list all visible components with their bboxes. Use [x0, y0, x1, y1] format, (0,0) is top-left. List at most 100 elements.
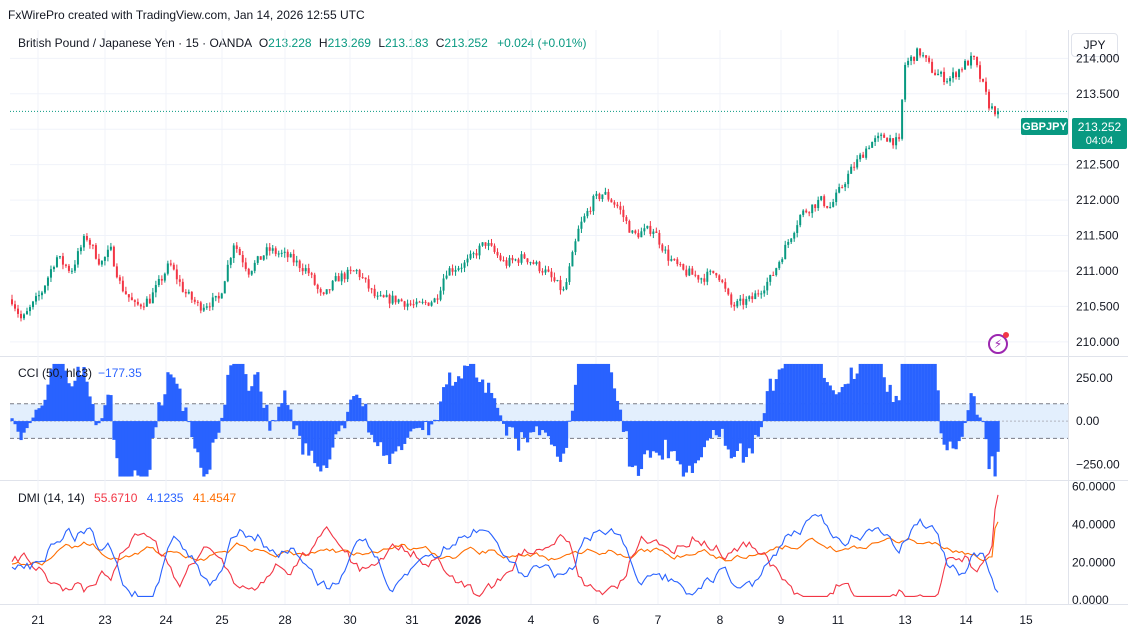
candle-body — [631, 230, 634, 233]
cci-bar — [825, 382, 829, 422]
x-tick-label: 11 — [832, 613, 845, 627]
candle-body — [871, 141, 874, 148]
cci-bar — [379, 421, 383, 443]
candle-body — [76, 251, 79, 265]
candle-body — [910, 56, 913, 61]
cci-bar — [600, 363, 605, 422]
candle-body — [220, 293, 223, 299]
cci-bar — [481, 379, 485, 422]
candle-body — [610, 199, 613, 203]
cci-bar — [388, 421, 392, 464]
x-tick-label: 15 — [1019, 613, 1033, 627]
cci-bar — [376, 421, 380, 447]
cci-bar — [765, 391, 769, 422]
candle-body — [427, 302, 430, 306]
candle-body — [169, 263, 172, 265]
candle-body — [211, 297, 214, 307]
cci-bar — [993, 421, 997, 477]
candle-body — [943, 71, 946, 83]
candle-body — [973, 55, 976, 57]
cci-bar — [798, 363, 802, 422]
candle-body — [334, 276, 337, 281]
candle-body — [628, 221, 631, 233]
candle-body — [217, 295, 220, 299]
candle-body — [781, 259, 784, 263]
cci-bar — [738, 421, 742, 444]
candle-body — [298, 260, 301, 269]
cci-bar — [777, 369, 781, 422]
candle-body — [865, 148, 868, 158]
candle-body — [640, 231, 643, 238]
candle-body — [79, 247, 82, 252]
candle-body — [337, 276, 340, 282]
cci-bar — [573, 384, 578, 422]
cci-bar — [94, 421, 98, 426]
cci-bar — [178, 388, 182, 422]
cci-bar — [448, 372, 452, 422]
candle-body — [538, 261, 541, 272]
close-value: 213.252 — [444, 36, 488, 50]
candle-body — [763, 290, 766, 294]
cci-bar — [831, 390, 835, 422]
cci-bar — [268, 421, 272, 431]
cci-bar — [238, 363, 242, 422]
currency-button[interactable]: JPY — [1071, 33, 1118, 57]
cci-bar — [337, 421, 341, 432]
candle-body — [454, 269, 457, 272]
candle-body — [604, 191, 607, 195]
cci-bar — [445, 384, 449, 422]
candle-body — [838, 187, 841, 193]
cci-bar — [472, 363, 476, 422]
cci-bar — [606, 363, 611, 422]
candle-body — [904, 64, 907, 100]
candle-body — [28, 307, 31, 312]
cci-bar — [139, 421, 143, 477]
candle-body — [694, 274, 697, 276]
cci-bar — [199, 421, 203, 468]
cci-bar — [633, 421, 638, 466]
cci-bar — [582, 363, 587, 422]
candle-body — [898, 137, 901, 139]
cci-bar — [301, 421, 305, 455]
candle-body — [547, 269, 550, 272]
candle-body — [892, 138, 895, 146]
cci-bar — [211, 421, 215, 443]
candle-body — [325, 289, 328, 294]
candle-body — [163, 273, 166, 281]
candle-body — [460, 267, 463, 269]
cci-bar — [603, 363, 608, 422]
cci-bar — [618, 409, 623, 422]
lightning-icon[interactable]: ⚡ — [988, 334, 1008, 354]
candle-body — [418, 301, 421, 303]
cci-bar — [522, 421, 527, 438]
cci-bar — [208, 421, 212, 470]
cci-bar — [624, 421, 629, 432]
candle-body — [907, 60, 910, 65]
cci-bar — [591, 363, 596, 422]
candle-body — [622, 209, 625, 218]
cci-bar — [340, 421, 344, 426]
cci-bar — [714, 421, 718, 436]
cci-bar — [681, 421, 686, 477]
cci-bar — [103, 405, 107, 422]
cci-bar — [184, 407, 188, 422]
cci-value: −177.35 — [98, 366, 142, 380]
candle-body — [154, 285, 157, 293]
candle-body — [571, 252, 574, 267]
cci-bar — [262, 407, 266, 422]
cci-bar — [990, 421, 994, 457]
cci-bar — [978, 417, 982, 422]
candle-body — [946, 81, 949, 83]
cci-bar — [693, 421, 698, 464]
candle-body — [226, 264, 229, 282]
cci-bar — [118, 421, 122, 477]
cci-bar — [627, 421, 632, 467]
cci-tick-label: 250.00 — [1076, 371, 1113, 385]
cci-bar — [720, 421, 724, 429]
candle-body — [400, 299, 403, 302]
cci-bar — [957, 421, 961, 442]
cci-bar — [669, 421, 674, 452]
candle-body — [304, 268, 307, 272]
candle-body — [55, 257, 58, 267]
